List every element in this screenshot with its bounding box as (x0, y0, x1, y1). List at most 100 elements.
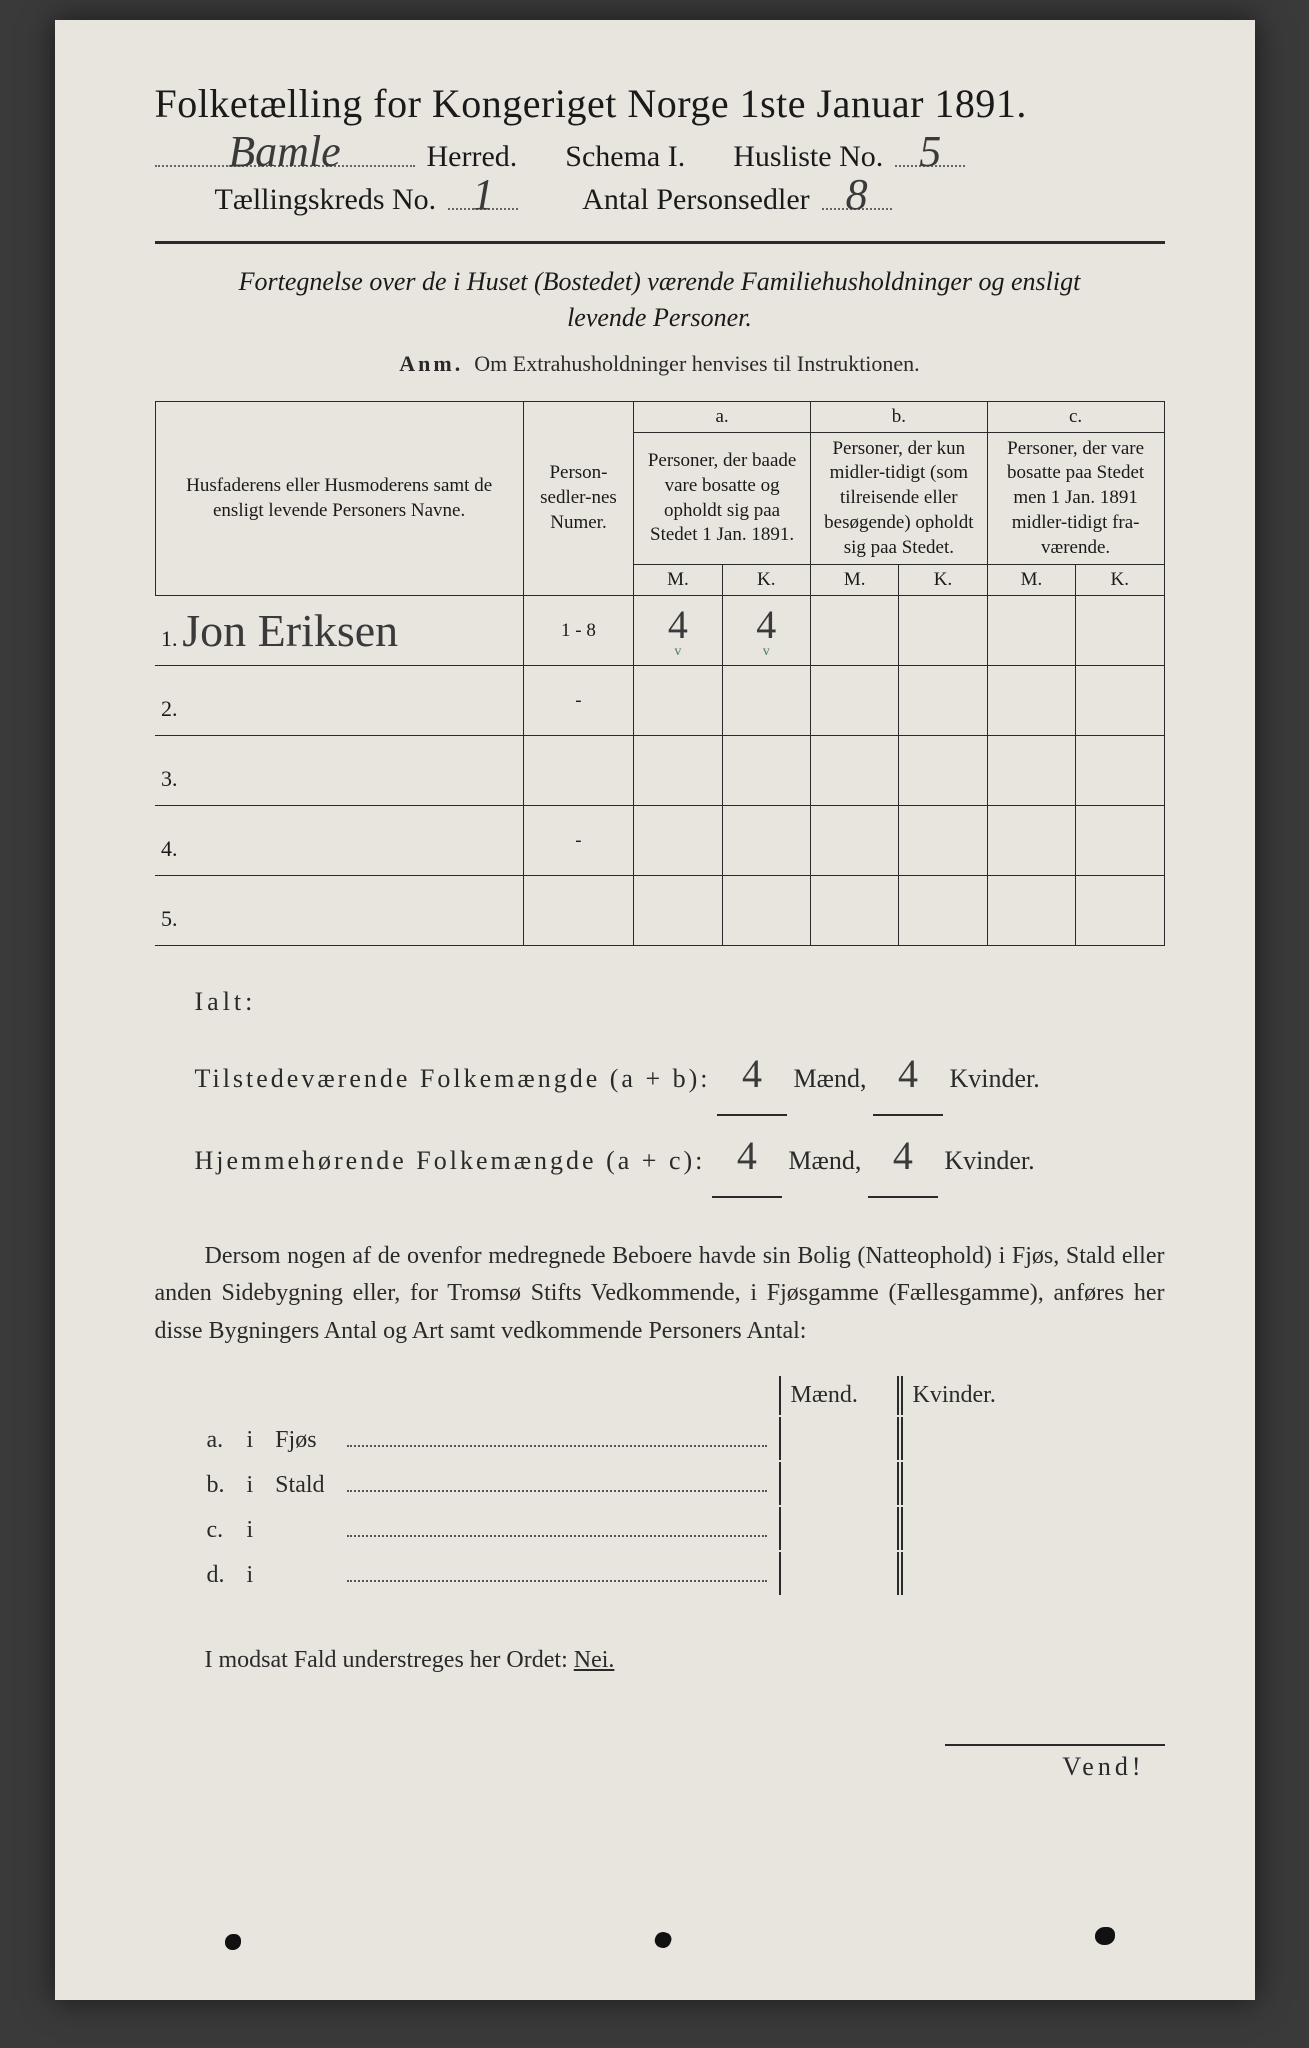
name-cell: 2. (155, 666, 523, 736)
col-b-desc: Personer, der kun midler-tidigt (som til… (810, 432, 987, 564)
header-line-2: Bamle Herred. Schema I. Husliste No. 5 (155, 139, 1165, 174)
a-k-cell (722, 736, 810, 806)
name-cell: 4. (155, 806, 523, 876)
personsedler-value: 8 (822, 182, 892, 210)
fjos-key: a. (197, 1417, 235, 1460)
col-c-k: K. (1076, 565, 1164, 596)
ialt-kvinder-1: Kvinder. (949, 1064, 1039, 1093)
col-header-num: Person-sedler-nes Numer. (523, 401, 633, 595)
table-row: 3. (155, 736, 1164, 806)
col-c-label: c. (987, 401, 1164, 432)
anm-text: Om Extrahusholdninger henvises til Instr… (474, 351, 919, 376)
kreds-label: Tællingskreds No. (215, 183, 437, 217)
ialt-title: Ialt: (195, 976, 1165, 1028)
c-m-cell (987, 876, 1075, 946)
table-row: 2. - (155, 666, 1164, 736)
fjos-dots (337, 1552, 777, 1595)
fjos-m-cell (779, 1507, 899, 1550)
fjos-label (265, 1552, 334, 1595)
b-m-cell (810, 876, 898, 946)
ialt-row1-label: Tilstedeværende Folkemængde (a + b): (195, 1064, 711, 1093)
nei-word: Nei. (574, 1647, 615, 1673)
fjos-i: i (237, 1462, 264, 1505)
ialt-kvinder-2: Kvinder. (944, 1146, 1034, 1175)
b-m-cell (810, 596, 898, 666)
c-m-cell (987, 736, 1075, 806)
ialt-maend-2: Mænd, (788, 1146, 861, 1175)
fjos-k-cell (901, 1552, 1021, 1595)
fjos-m-cell (779, 1552, 899, 1595)
schema-label: Schema I. (565, 140, 685, 174)
anm-note: Anm. Om Extrahusholdninger henvises til … (155, 351, 1165, 377)
c-m-cell (987, 666, 1075, 736)
num-cell (523, 876, 633, 946)
nei-line: I modsat Fald understreges her Ordet: Ne… (205, 1647, 1165, 1674)
c-k-cell (1076, 736, 1164, 806)
nei-text: I modsat Fald understreges her Ordet: (205, 1647, 568, 1673)
table-row: 5. (155, 876, 1164, 946)
c-k-cell (1076, 666, 1164, 736)
fjos-label (265, 1507, 334, 1550)
name-cell: 1. Jon Eriksen (155, 596, 523, 666)
page-title: Folketælling for Kongeriget Norge 1ste J… (155, 80, 1165, 127)
fjos-m-cell (779, 1462, 899, 1505)
name-cell: 5. (155, 876, 523, 946)
ialt-r1m: 4 (717, 1034, 787, 1116)
a-m-cell (634, 876, 722, 946)
num-cell: - (523, 806, 633, 876)
col-c-desc: Personer, der vare bosatte paa Stedet me… (987, 432, 1164, 564)
c-k-cell (1076, 876, 1164, 946)
c-m-cell (987, 596, 1075, 666)
a-m-cell (634, 806, 722, 876)
ialt-row-2: Hjemmehørende Folkemængde (a + c): 4 Mæn… (195, 1116, 1165, 1198)
fjos-label: Fjøs (265, 1417, 334, 1460)
a-m-cell (634, 666, 722, 736)
a-k-cell (722, 666, 810, 736)
fjos-i: i (237, 1552, 264, 1595)
fjos-key: d. (197, 1552, 235, 1595)
col-b-m: M. (810, 565, 898, 596)
fjos-dots (337, 1417, 777, 1460)
c-m-cell (987, 806, 1075, 876)
fortegnelse-heading: Fortegnelse over de i Huset (Bostedet) v… (155, 264, 1165, 337)
fortegnelse-line1: Fortegnelse over de i Huset (Bostedet) v… (239, 267, 1081, 296)
vend-label: Vend! (155, 1752, 1165, 1782)
header-line-3: Tællingskreds No. 1 Antal Personsedler 8 (215, 182, 1165, 217)
fjos-k-cell (901, 1417, 1021, 1460)
ink-dot-icon (652, 1930, 673, 1951)
census-form-page: Folketælling for Kongeriget Norge 1ste J… (55, 20, 1255, 2000)
num-cell (523, 736, 633, 806)
a-m-cell (634, 736, 722, 806)
fjos-label: Stald (265, 1462, 334, 1505)
table-row: 4. - (155, 806, 1164, 876)
name-cell: 3. (155, 736, 523, 806)
personsedler-label: Antal Personsedler (582, 183, 809, 217)
c-k-cell (1076, 596, 1164, 666)
col-a-m: M. (634, 565, 722, 596)
ialt-r2k: 4 (868, 1116, 938, 1198)
fjos-row: b.iStald (197, 1462, 1021, 1505)
fjos-i: i (237, 1417, 264, 1460)
fjos-dots (337, 1507, 777, 1550)
fjos-dots (337, 1462, 777, 1505)
fjos-k-cell (901, 1507, 1021, 1550)
ink-dot-icon (1095, 1927, 1115, 1945)
a-k-cell: 4v (722, 596, 810, 666)
a-k-cell (722, 806, 810, 876)
col-b-k: K. (899, 565, 987, 596)
anm-prefix: Anm. (399, 351, 463, 376)
b-k-cell (899, 806, 987, 876)
col-c-m: M. (987, 565, 1075, 596)
fjos-k-cell (901, 1462, 1021, 1505)
fjos-row: c.i (197, 1507, 1021, 1550)
col-b-label: b. (810, 401, 987, 432)
b-m-cell (810, 736, 898, 806)
b-m-cell (810, 806, 898, 876)
c-k-cell (1076, 806, 1164, 876)
fjos-key: b. (197, 1462, 235, 1505)
husliste-label: Husliste No. (733, 140, 883, 174)
kreds-value: 1 (448, 182, 518, 210)
ialt-r1k: 4 (873, 1034, 943, 1116)
b-k-cell (899, 666, 987, 736)
fjos-i: i (237, 1507, 264, 1550)
